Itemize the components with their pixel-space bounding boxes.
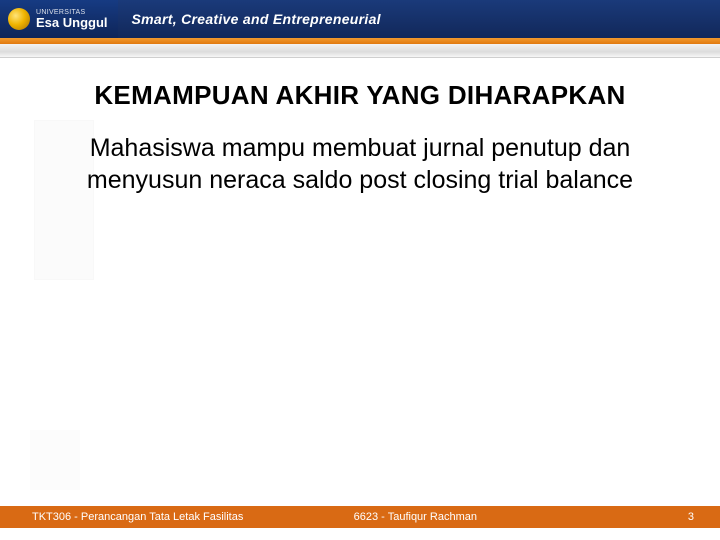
logo-name: Esa Unggul (36, 16, 108, 30)
logo-icon (8, 8, 30, 30)
accent-stripe-gray (0, 44, 720, 58)
slide-body: Mahasiswa mampu membuat jurnal penutup d… (70, 132, 650, 196)
footer-author: 6623 - Taufiqur Rachman (354, 511, 660, 523)
header-tagline: Smart, Creative and Entrepreneurial (132, 11, 381, 27)
slide-title: KEMAMPUAN AKHIR YANG DIHARAPKAN (0, 80, 720, 111)
slide: UNIVERSITAS Esa Unggul Smart, Creative a… (0, 0, 720, 540)
header-bar: UNIVERSITAS Esa Unggul Smart, Creative a… (0, 0, 720, 38)
logo-text: UNIVERSITAS Esa Unggul (36, 9, 108, 30)
footer-page-number: 3 (660, 511, 720, 523)
footer-bar: TKT306 - Perancangan Tata Letak Fasilita… (0, 506, 720, 528)
watermark-block (30, 430, 80, 490)
footer-gap (0, 528, 720, 540)
logo-block: UNIVERSITAS Esa Unggul (0, 0, 118, 38)
logo-university-label: UNIVERSITAS (36, 9, 108, 16)
footer-course: TKT306 - Perancangan Tata Letak Fasilita… (0, 511, 354, 523)
